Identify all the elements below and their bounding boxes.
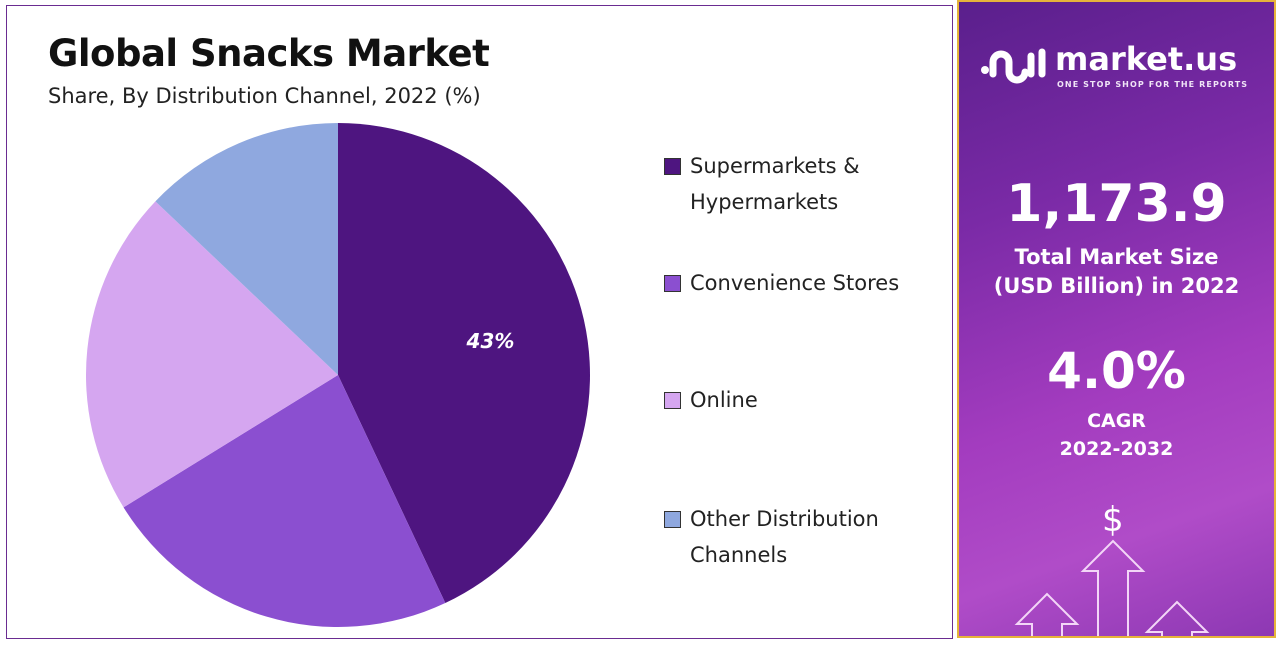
legend-label: Supermarkets &: [690, 154, 860, 178]
cagr-value: 4.0%: [1047, 342, 1186, 400]
market-size-label: Total Market Size: [1014, 245, 1219, 269]
cagr-label: CAGR: [1087, 410, 1146, 432]
legend-swatch: [664, 158, 681, 175]
logo-tagline: ONE STOP SHOP FOR THE REPORTS: [1057, 80, 1249, 89]
data-label: 43%: [466, 329, 515, 353]
legend-swatch: [664, 511, 681, 528]
legend-label: Convenience Stores: [690, 271, 900, 295]
market-size-value: 1,173.9: [1006, 174, 1227, 234]
legend-swatch: [664, 392, 681, 409]
legend-label: Channels: [690, 543, 788, 567]
legend-label: Other Distribution: [690, 507, 879, 531]
legend-label: Online: [690, 388, 758, 412]
logo-icon: [981, 48, 1046, 84]
market-size-unit: (USD Billion) in 2022: [993, 274, 1240, 298]
cagr-period: 2022-2032: [1059, 438, 1174, 460]
chart-subtitle: Share, By Distribution Channel, 2022 (%): [48, 84, 481, 108]
pie-chart: 43%: [85, 123, 591, 628]
market-us-logo: market.us ONE STOP SHOP FOR THE REPORTS: [979, 40, 1259, 90]
legend-label: Hypermarkets: [690, 190, 839, 214]
summary-panel: market.us ONE STOP SHOP FOR THE REPORTS …: [957, 0, 1276, 638]
dollar-icon: $: [1102, 500, 1124, 540]
pie-slice-convenience-stores: [123, 375, 446, 628]
pie-slice-supermarkets-hypermarkets: [338, 123, 591, 604]
growth-arrows-icon: [1014, 539, 1210, 636]
chart-title: Global Snacks Market: [48, 32, 490, 75]
logo-name: market.us: [1055, 40, 1238, 78]
legend-swatch: [664, 275, 681, 292]
pie-slice-other-distribution-channels: [155, 123, 338, 375]
pie-slice-online: [85, 201, 338, 508]
